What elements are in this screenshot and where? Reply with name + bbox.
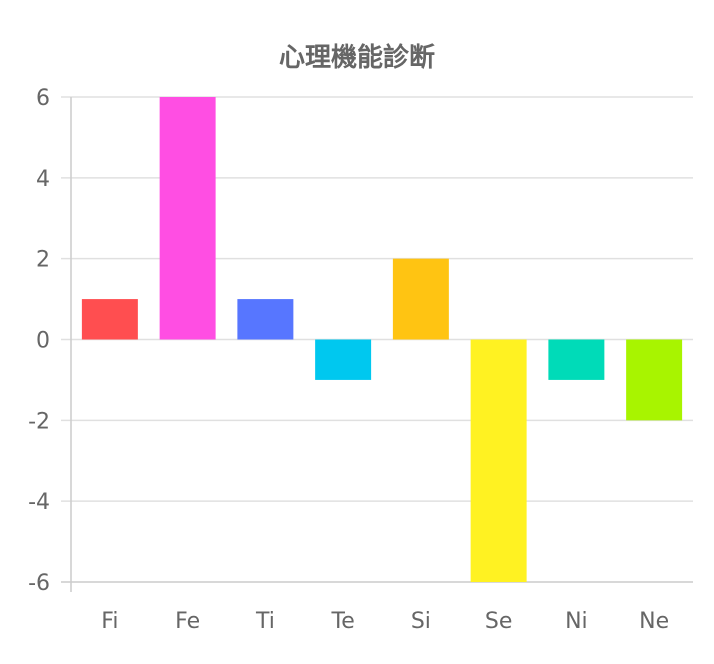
bar-ti [237, 299, 294, 340]
x-tick-label: Fi [101, 609, 118, 634]
y-tick-label: 0 [36, 329, 50, 354]
bar-ne [626, 339, 683, 421]
y-tick-label: -4 [28, 490, 50, 515]
y-tick-label: 6 [36, 86, 50, 111]
y-tick-label: 4 [36, 167, 50, 192]
bar-se [470, 339, 527, 582]
x-tick-labels: Fi Fe Ti Te Si Se Ni Ne [101, 609, 669, 634]
bars [81, 97, 683, 582]
x-tick-label: Se [485, 609, 513, 634]
bar-fe [159, 97, 216, 340]
y-tick-label: -6 [28, 571, 50, 596]
x-tick-label: Te [331, 609, 355, 634]
x-tick-label: Ne [639, 609, 669, 634]
bar-te [315, 339, 372, 380]
x-tick-label: Ni [565, 609, 588, 634]
chart-title: 心理機能診断 [279, 42, 435, 73]
y-tick-label: 2 [36, 248, 50, 273]
y-tick-labels: 6 4 2 0 -2 -4 -6 [28, 86, 50, 596]
bar-fi [81, 299, 138, 340]
x-tick-label: Fe [175, 609, 200, 634]
bar-ni [548, 339, 605, 380]
x-tick-label: Ti [255, 609, 275, 634]
y-tick-label: -2 [28, 409, 50, 434]
bar-si [392, 258, 449, 340]
x-tick-label: Si [411, 609, 431, 634]
